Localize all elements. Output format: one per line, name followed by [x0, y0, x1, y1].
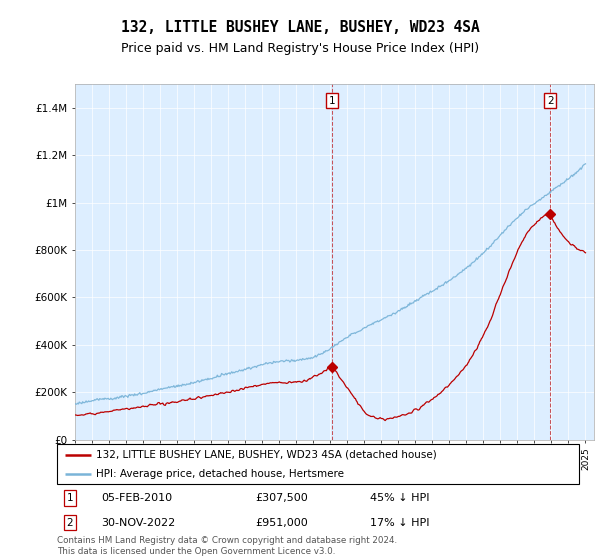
Text: £951,000: £951,000 [256, 517, 308, 528]
Text: 1: 1 [67, 493, 73, 503]
Text: 05-FEB-2010: 05-FEB-2010 [101, 493, 172, 503]
Text: HPI: Average price, detached house, Hertsmere: HPI: Average price, detached house, Hert… [96, 469, 344, 478]
Text: 17% ↓ HPI: 17% ↓ HPI [370, 517, 430, 528]
Text: 2: 2 [67, 517, 73, 528]
Text: £307,500: £307,500 [256, 493, 308, 503]
Text: 45% ↓ HPI: 45% ↓ HPI [370, 493, 430, 503]
Text: 132, LITTLE BUSHEY LANE, BUSHEY, WD23 4SA: 132, LITTLE BUSHEY LANE, BUSHEY, WD23 4S… [121, 20, 479, 35]
Text: Contains HM Land Registry data © Crown copyright and database right 2024.
This d: Contains HM Land Registry data © Crown c… [57, 536, 397, 556]
Text: 2: 2 [547, 96, 553, 106]
Text: 1: 1 [328, 96, 335, 106]
Text: 30-NOV-2022: 30-NOV-2022 [101, 517, 176, 528]
Text: 132, LITTLE BUSHEY LANE, BUSHEY, WD23 4SA (detached house): 132, LITTLE BUSHEY LANE, BUSHEY, WD23 4S… [96, 450, 437, 460]
Text: Price paid vs. HM Land Registry's House Price Index (HPI): Price paid vs. HM Land Registry's House … [121, 42, 479, 55]
